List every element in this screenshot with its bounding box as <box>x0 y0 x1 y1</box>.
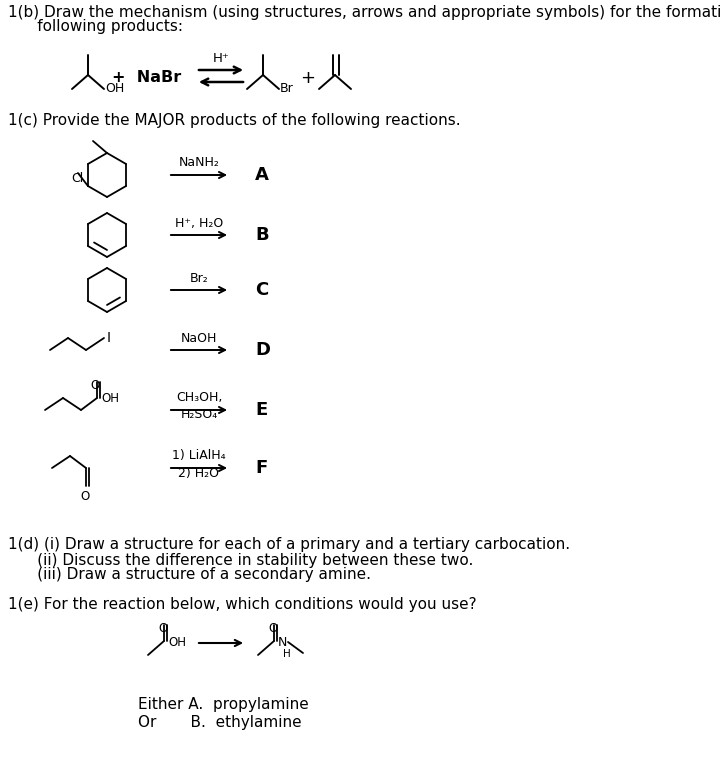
Text: (iii) Draw a structure of a secondary amine.: (iii) Draw a structure of a secondary am… <box>8 567 371 583</box>
Text: CH₃OH,: CH₃OH, <box>176 391 222 405</box>
Text: +: + <box>300 69 315 87</box>
Text: F: F <box>255 459 267 477</box>
Text: +  NaBr: + NaBr <box>112 70 181 86</box>
Text: 1(c) Provide the MAJOR products of the following reactions.: 1(c) Provide the MAJOR products of the f… <box>8 113 461 127</box>
Text: H₂SO₄: H₂SO₄ <box>181 408 217 422</box>
Text: NaNH₂: NaNH₂ <box>179 157 220 170</box>
Text: H⁺, H₂O: H⁺, H₂O <box>175 216 223 229</box>
Text: Either A.  propylamine: Either A. propylamine <box>138 697 309 713</box>
Text: OH: OH <box>105 83 125 96</box>
Text: Cl: Cl <box>71 172 83 185</box>
Text: (ii) Discuss the difference in stability between these two.: (ii) Discuss the difference in stability… <box>8 553 473 567</box>
Text: O: O <box>91 379 99 392</box>
Text: 1(d) (i) Draw a structure for each of a primary and a tertiary carbocation.: 1(d) (i) Draw a structure for each of a … <box>8 537 570 553</box>
Text: NaOH: NaOH <box>181 331 217 344</box>
Text: B: B <box>255 226 269 244</box>
Text: H⁺: H⁺ <box>212 52 230 66</box>
Text: 1) LiAlH₄: 1) LiAlH₄ <box>172 449 226 462</box>
Text: 1(b) Draw the mechanism (using structures, arrows and appropriate symbols) for t: 1(b) Draw the mechanism (using structure… <box>8 5 720 19</box>
Text: D: D <box>255 341 270 359</box>
Text: following products:: following products: <box>8 19 183 33</box>
Text: O: O <box>81 490 89 503</box>
Text: Or       B.  ethylamine: Or B. ethylamine <box>138 715 302 730</box>
Text: 1(e) For the reaction below, which conditions would you use?: 1(e) For the reaction below, which condi… <box>8 598 477 612</box>
Text: OH: OH <box>168 635 186 648</box>
Text: Br₂: Br₂ <box>189 272 208 285</box>
Text: O: O <box>158 622 168 635</box>
Text: E: E <box>255 401 267 419</box>
Text: N: N <box>278 635 287 648</box>
Text: A: A <box>255 166 269 184</box>
Text: C: C <box>255 281 269 299</box>
Text: Br: Br <box>280 83 294 96</box>
Text: 2) H₂O: 2) H₂O <box>179 466 220 479</box>
Text: OH: OH <box>101 392 119 405</box>
Text: I: I <box>107 331 111 345</box>
Text: H: H <box>283 649 291 659</box>
Text: O: O <box>269 622 278 635</box>
